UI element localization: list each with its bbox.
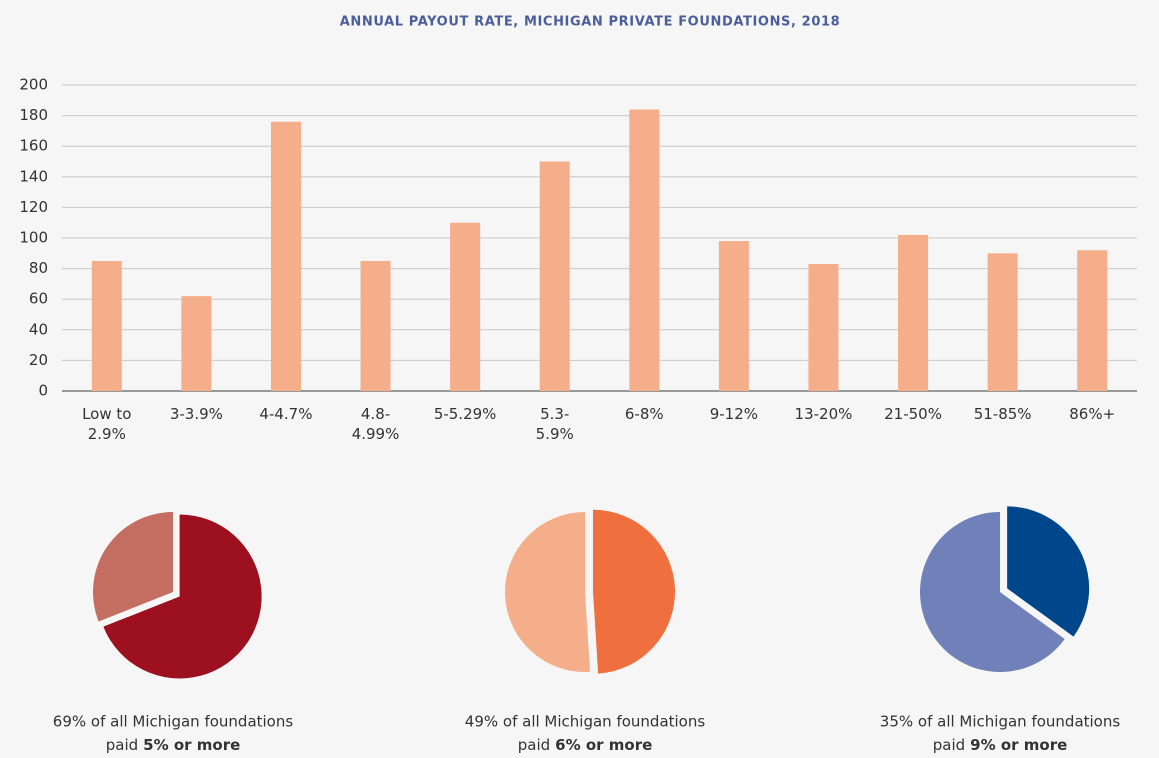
caption-emphasis: 6% or more bbox=[555, 736, 652, 754]
pie-caption-line: paid 5% or more bbox=[106, 736, 241, 754]
x-tick-label: 5-5.29% bbox=[433, 405, 497, 423]
x-tick-label: 6-8% bbox=[624, 405, 664, 423]
x-tick-label: 4.8- 4.99% bbox=[351, 405, 400, 443]
y-tick-label: 120 bbox=[19, 198, 48, 216]
y-tick-label: 20 bbox=[29, 351, 48, 369]
pie-slice bbox=[93, 512, 173, 622]
bar bbox=[1077, 250, 1108, 391]
pie-caption: 49% of all Michigan foundations bbox=[465, 713, 706, 731]
pie-slice bbox=[1007, 506, 1090, 637]
bar bbox=[987, 253, 1018, 391]
y-tick-label: 200 bbox=[19, 76, 48, 94]
bar bbox=[181, 296, 212, 391]
caption-emphasis: 9% or more bbox=[970, 736, 1067, 754]
y-tick-label: 140 bbox=[19, 167, 48, 185]
bar bbox=[360, 260, 391, 391]
y-tick-label: 0 bbox=[38, 382, 48, 400]
x-tick-label: Low to 2.9% bbox=[82, 405, 132, 443]
x-tick-label: 5.3- 5.9% bbox=[535, 405, 574, 443]
bar bbox=[450, 222, 481, 391]
bar bbox=[539, 161, 570, 391]
y-tick-label: 40 bbox=[29, 320, 48, 338]
pie-slice bbox=[103, 514, 262, 679]
bar bbox=[91, 260, 122, 391]
caption-emphasis: 5% or more bbox=[143, 736, 240, 754]
chart-title: ANNUAL PAYOUT RATE, MICHIGAN PRIVATE FOU… bbox=[340, 15, 841, 30]
bar bbox=[808, 264, 839, 391]
x-tick-label: 86%+ bbox=[1069, 405, 1116, 423]
x-tick-label: 13-20% bbox=[794, 405, 853, 423]
y-tick-label: 180 bbox=[19, 106, 48, 124]
x-tick-label: 21-50% bbox=[884, 405, 942, 423]
caption-lead: paid bbox=[106, 736, 138, 754]
bar bbox=[270, 121, 301, 391]
bar bbox=[898, 234, 929, 391]
bar bbox=[629, 109, 660, 391]
pie-caption: 35% of all Michigan foundations bbox=[880, 713, 1121, 731]
x-tick-label: 4-4.7% bbox=[259, 405, 313, 423]
pie-caption-line: paid 9% or more bbox=[933, 736, 1068, 754]
bar bbox=[718, 241, 749, 391]
y-tick-label: 160 bbox=[19, 137, 48, 155]
x-tick-label: 51-85% bbox=[973, 405, 1032, 423]
y-tick-label: 80 bbox=[29, 259, 48, 277]
y-tick-label: 100 bbox=[19, 229, 48, 247]
x-tick-label: 3-3.9% bbox=[169, 405, 223, 423]
pie-caption: 69% of all Michigan foundations bbox=[53, 713, 294, 731]
x-tick-label: 9-12% bbox=[709, 405, 759, 423]
pie-slice bbox=[505, 512, 591, 672]
pie-slice bbox=[920, 512, 1065, 672]
y-tick-label: 60 bbox=[29, 290, 48, 308]
caption-lead: paid bbox=[933, 736, 965, 754]
pie-slice bbox=[592, 509, 675, 674]
caption-lead: paid bbox=[518, 736, 550, 754]
pie-caption-line: paid 6% or more bbox=[518, 736, 653, 754]
